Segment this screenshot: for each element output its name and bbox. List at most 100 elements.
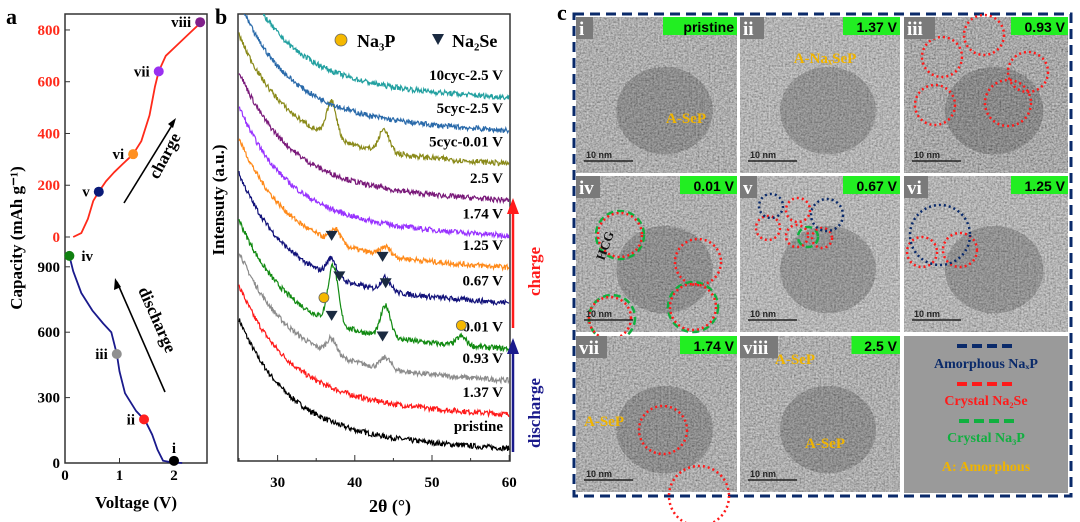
tem-scale-bar: 10 nm bbox=[586, 150, 612, 160]
legend-na3p-circle-icon bbox=[334, 33, 348, 47]
tem-panel-iii: iii 0.93 V 10 nm bbox=[904, 13, 1068, 173]
panel-b-discharge-label: discharge bbox=[525, 378, 544, 448]
na3p-marker-icon bbox=[318, 292, 330, 304]
na3p-marker-icon bbox=[455, 319, 467, 331]
point-iv bbox=[64, 250, 75, 261]
particle-outline bbox=[594, 209, 646, 261]
particle-outline bbox=[754, 214, 782, 242]
xrd-curve-label: 1.25 V bbox=[462, 238, 503, 254]
legend-na2se-triangle-icon bbox=[432, 34, 444, 45]
particle-outline bbox=[962, 13, 1006, 57]
panel-a-frame bbox=[64, 13, 208, 464]
na2se-marker-icon bbox=[325, 310, 338, 321]
tem-scale-bar: 10 nm bbox=[586, 469, 612, 479]
tem-panel-viii: viii 2.5 V 10 nm A-SeP A-SeP bbox=[740, 336, 900, 492]
xrd-curve-label: 0.67 V bbox=[462, 273, 503, 289]
xrd-curve-label: 10cyc-2.5 V bbox=[429, 68, 503, 84]
particle-outline bbox=[668, 282, 718, 332]
panel-a-charge-ytick-label: 600 bbox=[38, 75, 61, 91]
particle-outline bbox=[637, 404, 689, 456]
tem-panel-v: v 0.67 V 10 nm bbox=[740, 176, 900, 332]
tem-panel-state: 2.5 V bbox=[864, 338, 897, 354]
panel-a-discharge-ytick-label: 900 bbox=[38, 260, 61, 276]
na2se-marker-icon bbox=[376, 331, 389, 342]
panel-a-discharge-ytick-label: 0 bbox=[53, 456, 61, 472]
point-label-viii: viii bbox=[171, 15, 191, 31]
panel-b-xlabel: 2θ (°) bbox=[369, 496, 411, 517]
point-label-vii: vii bbox=[134, 64, 150, 80]
panel-b-xtick-label: 40 bbox=[347, 475, 362, 491]
xrd-curve-label: 5cyc-2.5 V bbox=[437, 101, 504, 117]
discharge-curve bbox=[68, 255, 183, 464]
xrd-curve-0-01-V bbox=[238, 219, 510, 353]
charge-arrowhead-b bbox=[507, 198, 519, 214]
charge-curve bbox=[72, 21, 202, 238]
tem-panel-state: 1.37 V bbox=[857, 19, 898, 35]
tem-panel-numeral: i bbox=[579, 19, 584, 40]
xrd-curve-label: 5cyc-0.01 V bbox=[429, 134, 503, 150]
point-v bbox=[93, 186, 104, 197]
tem-panel-vi: vi 1.25 V 10 nm bbox=[904, 176, 1068, 332]
point-ii bbox=[139, 414, 150, 425]
panel-c-tem-grid: i pristine 10 nm A-SeP ii 1.37 V 10 nm A-NaₓSeP… bbox=[572, 12, 1073, 522]
xrd-curve-5cyc-2-5-V bbox=[243, 14, 510, 135]
xrd-curve-1-25-V bbox=[238, 138, 510, 272]
tem-panel-ii: ii 1.37 V 10 nm A-NaₓSeP bbox=[740, 17, 900, 173]
particle-outline bbox=[596, 211, 644, 259]
particle-outline bbox=[810, 226, 834, 250]
particle-outline bbox=[920, 35, 964, 79]
panel-a-discharge-label: discharge bbox=[134, 284, 180, 356]
particle-outline bbox=[913, 83, 957, 127]
tem-image bbox=[904, 17, 1068, 173]
particle-outline bbox=[809, 197, 845, 233]
na2se-marker-icon bbox=[379, 278, 392, 289]
panel-a-charge-label: charge bbox=[145, 129, 185, 182]
tem-image bbox=[740, 336, 900, 492]
legend-na3p-label: Na₃P bbox=[357, 31, 395, 51]
panel-label-a: a bbox=[6, 4, 17, 29]
xrd-curve-label: 0.01 V bbox=[462, 319, 503, 335]
panel-label-c: c bbox=[557, 0, 567, 25]
tem-legend-box bbox=[904, 336, 1068, 493]
point-vii bbox=[153, 66, 164, 77]
particle-outline bbox=[784, 196, 812, 224]
panel-b-ylabel: Intensuty (a.u.) bbox=[209, 145, 228, 256]
panel-a-xtick-label: 1 bbox=[116, 468, 124, 484]
particle-outline bbox=[587, 295, 633, 341]
tem-panel-numeral: ii bbox=[743, 19, 754, 40]
tem-panel-numeral: iv bbox=[579, 178, 594, 199]
panel-a-charge-ytick-label: 800 bbox=[38, 23, 61, 39]
particle-outline bbox=[784, 223, 810, 249]
panel-c-frame bbox=[572, 12, 1073, 498]
point-viii bbox=[195, 17, 206, 28]
tem-image bbox=[576, 176, 737, 332]
discharge-arrowhead bbox=[114, 278, 121, 290]
na2se-marker-icon bbox=[325, 230, 338, 241]
panel-a-chart: Voltage (V) Capacity (mAh g⁻¹) 0 1 2 0 200 40… bbox=[7, 13, 208, 512]
tem-scale-bar: 10 nm bbox=[750, 150, 776, 160]
xrd-curve-10cyc-2-5-V bbox=[262, 14, 510, 101]
tem-panel-i: i pristine 10 nm A-SeP bbox=[576, 17, 737, 173]
tem-image bbox=[904, 176, 1068, 332]
xrd-curve-label: 1.37 V bbox=[462, 385, 503, 401]
point-label-vi: vi bbox=[112, 147, 124, 163]
panel-b-legend: Na₃P Na₂Se bbox=[334, 31, 497, 51]
particle-outline bbox=[667, 464, 731, 522]
xrd-curve-label: pristine bbox=[454, 419, 504, 435]
point-label-i: i bbox=[172, 441, 176, 457]
tem-panel-numeral: viii bbox=[743, 338, 768, 359]
panel-a-xtick-label: 2 bbox=[170, 468, 178, 484]
tem-image bbox=[576, 336, 737, 492]
particle-outline bbox=[908, 203, 972, 267]
xrd-curve-label: 2.5 V bbox=[470, 171, 503, 187]
tem-legend: Amorphous NaₓP Crystal Na₂Se Crystal Na₃… bbox=[904, 336, 1068, 493]
tem-label: A-NaₓSeP bbox=[794, 51, 857, 67]
tem-legend-crystal-na2se: Crystal Na₂Se bbox=[944, 394, 1027, 409]
panel-a-charge-ytick-label: 200 bbox=[38, 178, 61, 194]
tem-label: A-SeP bbox=[775, 352, 815, 368]
particle-outline bbox=[1006, 50, 1050, 94]
tem-legend-crystal-na3p: Crystal Na₃P bbox=[947, 431, 1025, 446]
particle-outline bbox=[796, 225, 820, 249]
xrd-curve-1-37-V bbox=[238, 284, 510, 419]
